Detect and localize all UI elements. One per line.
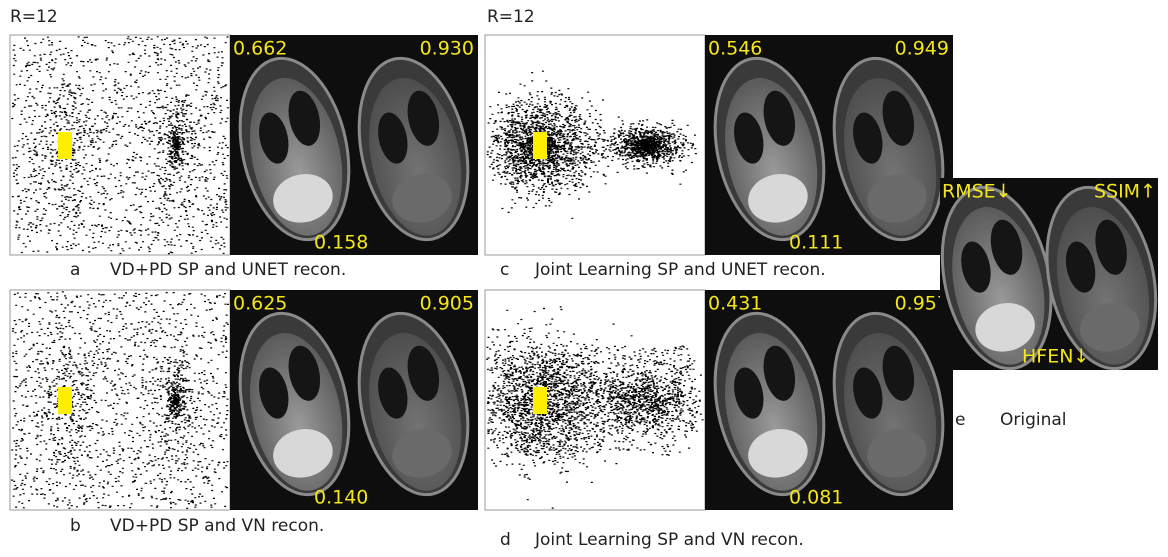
center-marker xyxy=(533,387,547,414)
reduction-label: R=12 xyxy=(487,7,535,27)
ssim-value: 0.949 xyxy=(895,38,949,60)
hfen-value: 0.081 xyxy=(789,487,843,509)
center-marker xyxy=(58,132,72,159)
panel-letter: d xyxy=(500,530,511,550)
panel-letter: b xyxy=(70,516,81,536)
panel-caption: Joint Learning SP and UNET recon. xyxy=(534,260,826,280)
rmse-value: 0.625 xyxy=(233,293,287,315)
panel-letter: a xyxy=(70,260,80,280)
rmse-value: 0.431 xyxy=(708,293,762,315)
figure: R=12 R=12 0.662 0.930 0.158 a VD+PD SP and U… xyxy=(0,0,1168,557)
hfen-value: 0.140 xyxy=(314,487,368,509)
panel-letter: e xyxy=(955,410,965,430)
panel-caption: Original xyxy=(1000,410,1067,430)
sampling-pattern-frame xyxy=(485,290,705,510)
panel-caption: Joint Learning SP and VN recon. xyxy=(534,530,804,550)
panel-caption: VD+PD SP and VN recon. xyxy=(110,516,324,536)
rmse-label: RMSE↓ xyxy=(942,181,1012,203)
ssim-label: SSIM↑ xyxy=(1094,181,1156,203)
reduction-label: R=12 xyxy=(10,7,58,27)
hfen-value: 0.158 xyxy=(314,232,368,254)
panel-letter: c xyxy=(500,260,509,280)
rmse-value: 0.662 xyxy=(233,38,287,60)
ssim-value: 0.905 xyxy=(420,293,474,315)
hfen-label: HFEN↓ xyxy=(1022,346,1089,368)
rmse-value: 0.546 xyxy=(708,38,762,60)
center-marker xyxy=(533,132,547,159)
center-marker xyxy=(58,387,72,414)
panel-caption: VD+PD SP and UNET recon. xyxy=(110,260,346,280)
ssim-value: 0.930 xyxy=(420,38,474,60)
hfen-value: 0.111 xyxy=(789,232,843,254)
